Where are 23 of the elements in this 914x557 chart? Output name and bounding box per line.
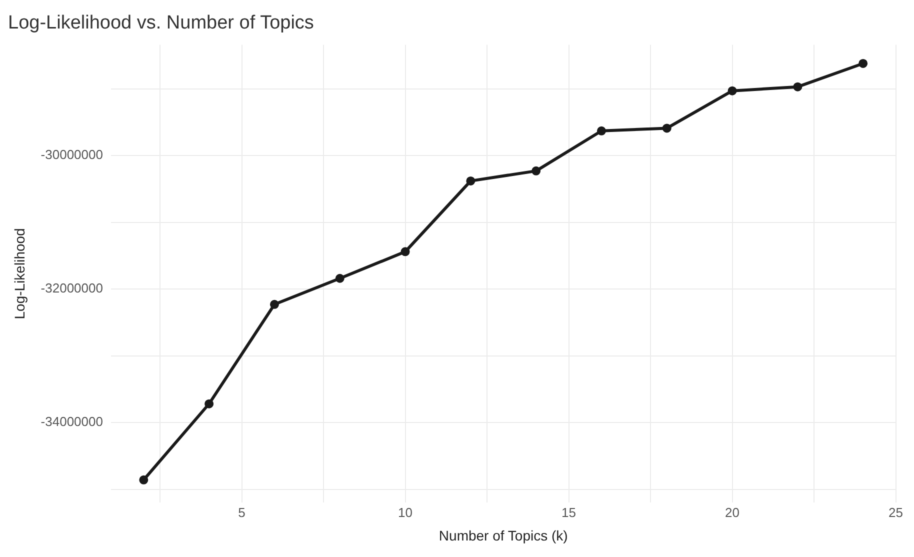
- x-tick-label: 25: [888, 504, 904, 520]
- point: [793, 82, 802, 92]
- point: [596, 126, 606, 136]
- y-axis-title: Log-Likelihood: [11, 228, 28, 320]
- y-tick-label: -30000000: [40, 147, 103, 162]
- point: [204, 399, 214, 408]
- point: [139, 475, 148, 484]
- y-tick-label: -34000000: [40, 414, 103, 430]
- point: [270, 300, 279, 309]
- y-tick-label: -32000000: [40, 280, 103, 296]
- point: [662, 124, 672, 133]
- x-tick-label: 5: [238, 504, 246, 520]
- chart-title: Log-Likelihood vs. Number of Topics: [8, 12, 314, 34]
- x-tick-label: 20: [725, 504, 740, 520]
- point: [532, 166, 541, 176]
- point: [728, 86, 737, 96]
- point: [858, 58, 868, 68]
- x-tick-label: 15: [562, 504, 576, 520]
- point: [335, 274, 344, 283]
- x-axis-title: Number of Topics (k): [438, 527, 568, 544]
- point: [466, 176, 476, 186]
- x-tick-label: 10: [398, 504, 413, 520]
- point: [400, 247, 410, 256]
